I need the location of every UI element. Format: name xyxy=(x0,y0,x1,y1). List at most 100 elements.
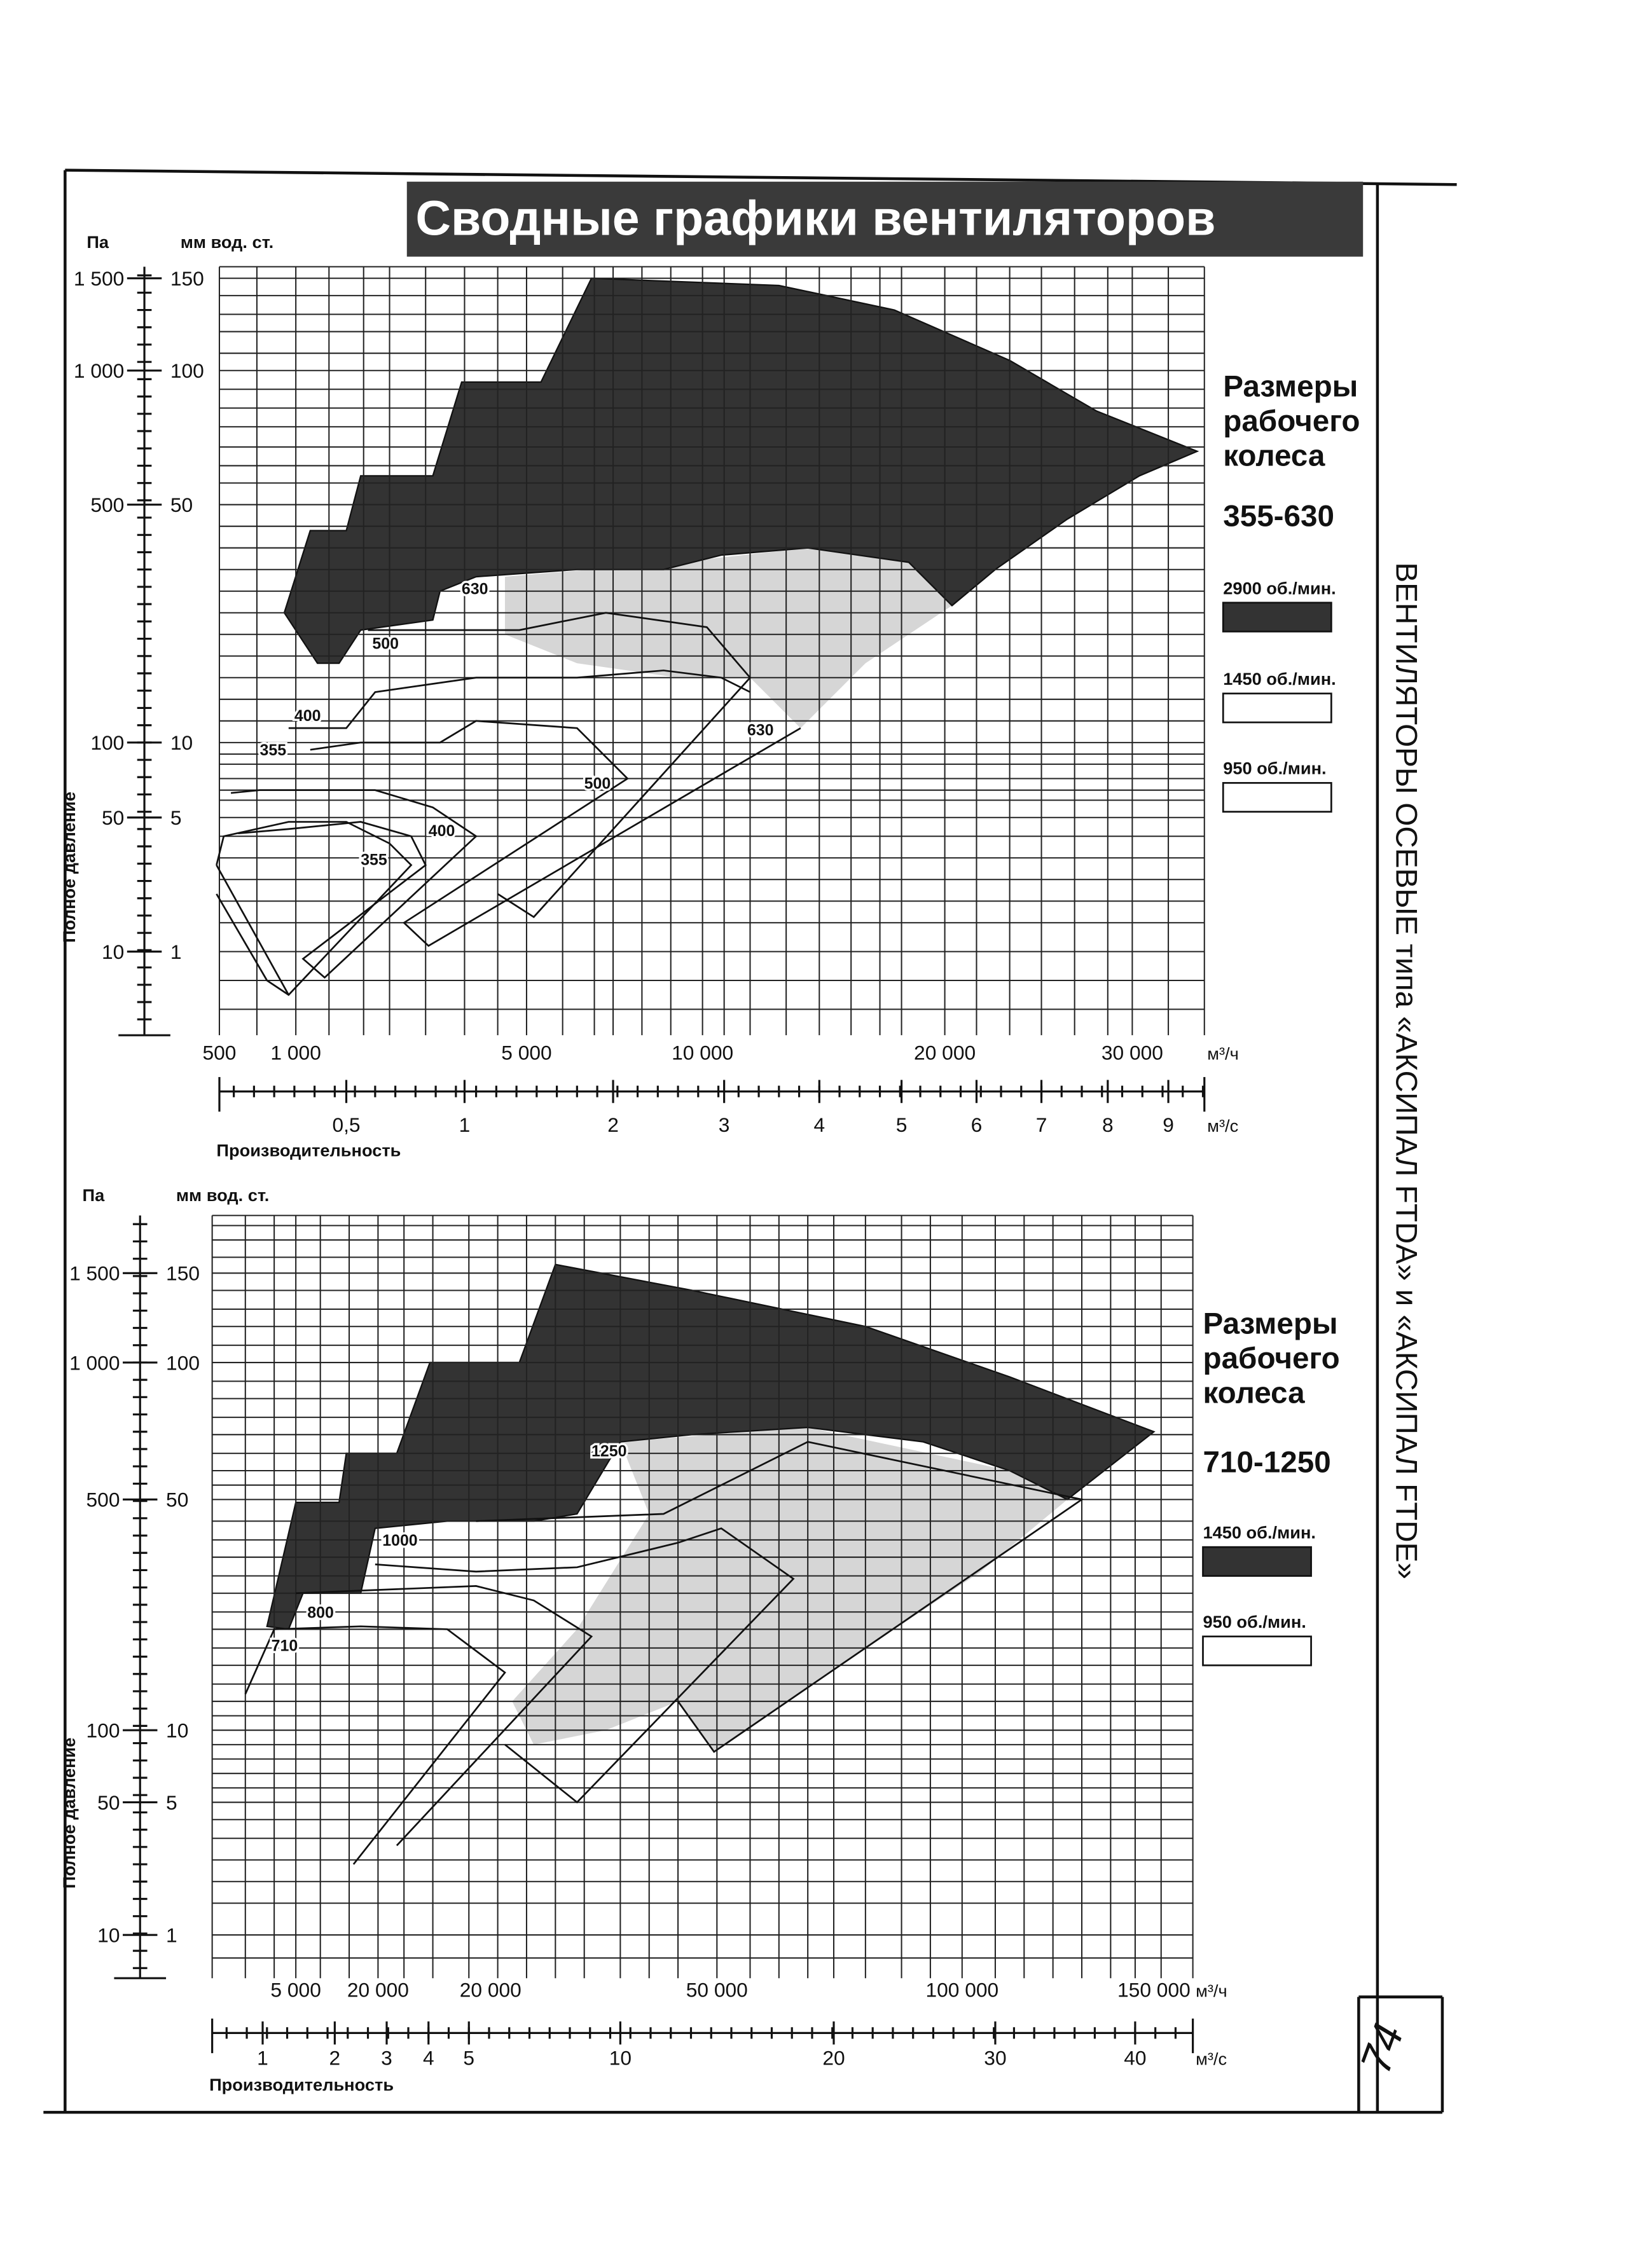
x-tick-label-m3s: 4 xyxy=(423,2046,434,2069)
region-label: 355 xyxy=(361,851,387,869)
x-tick-label-m3s: 9 xyxy=(1163,1113,1174,1136)
region-label: 630 xyxy=(747,721,774,739)
x-unit-m3h: м³/ч xyxy=(1196,1981,1227,2001)
region-label: 800 xyxy=(307,1604,334,1621)
x-unit-m3s: м³/с xyxy=(1207,1116,1238,1136)
size-range: 710-1250 xyxy=(1203,1445,1330,1479)
title-banner xyxy=(406,181,1364,257)
y-unit-pa: Па xyxy=(86,232,109,252)
y-tick-label-mm: 1 xyxy=(170,940,182,963)
y-tick-label-mm: 150 xyxy=(170,267,204,290)
x-tick-label-m3s: 3 xyxy=(719,1113,730,1136)
region-outline xyxy=(244,1625,506,1865)
legend-swatch xyxy=(1202,1635,1312,1667)
x-tick-label-m3h: 5 000 xyxy=(270,1979,321,2002)
x-tick-label-m3s: 0,5 xyxy=(332,1113,360,1136)
y-tick-label-pa: 100 xyxy=(90,731,124,754)
region-dark xyxy=(283,277,1199,664)
x-tick-label-m3s: 10 xyxy=(609,2046,632,2069)
legend-swatch xyxy=(1222,601,1332,633)
side-text: ВЕНТИЛЯТОРЫ ОСЕВЫЕ типа «АКСИПАЛ FTDA» и… xyxy=(1389,562,1423,1579)
legend-swatch xyxy=(1222,692,1332,724)
x-tick-label-m3h: 20 000 xyxy=(914,1041,976,1064)
y-tick-label-mm: 50 xyxy=(166,1488,188,1511)
x-tick-label-m3s: 8 xyxy=(1102,1113,1114,1136)
x-unit-m3s: м³/с xyxy=(1196,2049,1227,2068)
region-label: 500 xyxy=(372,635,399,652)
y-unit-mm: мм вод. ст. xyxy=(176,1185,269,1205)
legend-label: 1450 об./мин. xyxy=(1203,1523,1315,1543)
region-light xyxy=(504,547,952,729)
x-tick-label-m3s: 1 xyxy=(257,2046,268,2069)
x-tick-label-m3h: 500 xyxy=(202,1041,236,1064)
x-tick-label-m3h: 150 000 xyxy=(1117,1979,1191,2002)
region-label: 400 xyxy=(294,707,321,725)
x-tick-label-m3s: 40 xyxy=(1124,2046,1146,2069)
y-tick-label-mm: 10 xyxy=(166,1719,188,1742)
region-outline xyxy=(230,789,478,979)
x-tick-label-m3s: 20 xyxy=(822,2046,845,2069)
legend-title: колеса xyxy=(1203,1376,1305,1410)
y-tick-label-pa: 500 xyxy=(86,1488,120,1511)
legend-label: 2900 об./мин. xyxy=(1223,578,1336,598)
y-tick-label-pa: 1 000 xyxy=(74,359,124,382)
region-label: 630 xyxy=(462,580,488,598)
x-tick-label-m3h: 20 000 xyxy=(347,1979,409,2002)
region-outline xyxy=(375,1527,795,1804)
y-tick-label-pa: 1 500 xyxy=(69,1262,120,1285)
x-tick-label-m3s: 3 xyxy=(381,2046,392,2069)
x-title: Производительность xyxy=(209,2075,394,2094)
x-tick-label-m3s: 2 xyxy=(607,1113,619,1136)
page-title: Сводные графики вентиляторов xyxy=(415,191,1215,246)
x-tick-label-m3s: 5 xyxy=(896,1113,908,1136)
x-tick-label-m3s: 6 xyxy=(971,1113,983,1136)
legend-label: 950 об./мин. xyxy=(1203,1612,1306,1632)
legend-title: колеса xyxy=(1223,439,1325,472)
legend-label: 1450 об./мин. xyxy=(1223,669,1336,689)
x-tick-label-m3s: 7 xyxy=(1036,1113,1047,1136)
x-tick-label-m3h: 20 000 xyxy=(460,1979,521,2002)
x-tick-label-m3h: 5 000 xyxy=(501,1041,551,1064)
legend-title: Размеры xyxy=(1203,1307,1337,1341)
x-unit-m3h: м³/ч xyxy=(1207,1044,1239,1064)
y-tick-label-mm: 100 xyxy=(170,359,204,382)
x-tick-label-m3s: 30 xyxy=(984,2046,1006,2069)
region-outline xyxy=(216,864,290,996)
region-label: 1250 xyxy=(591,1442,626,1460)
x-tick-label-m3h: 30 000 xyxy=(1102,1041,1163,1064)
region-label: 355 xyxy=(259,741,286,759)
y-tick-label-mm: 1 xyxy=(166,1924,177,1947)
x-tick-label-m3s: 2 xyxy=(329,2046,341,2069)
x-tick-label-m3s: 4 xyxy=(813,1113,825,1136)
y-tick-label-pa: 50 xyxy=(97,1791,120,1814)
x-tick-label-m3s: 1 xyxy=(459,1113,471,1136)
region-outline xyxy=(288,670,751,729)
y-tick-label-pa: 1 500 xyxy=(74,267,124,290)
x-tick-label-m3h: 10 000 xyxy=(672,1041,733,1064)
size-range: 355-630 xyxy=(1223,500,1334,533)
y-tick-label-mm: 10 xyxy=(170,731,193,754)
y-unit-mm: мм вод. ст. xyxy=(181,232,273,252)
page-number: 74 xyxy=(1351,2017,1412,2079)
region-outline xyxy=(296,1585,593,1846)
y-tick-label-mm: 50 xyxy=(170,493,193,516)
region-outline xyxy=(476,1441,1084,1754)
region-outline xyxy=(368,612,752,918)
y-tick-label-pa: 500 xyxy=(90,493,124,516)
region-label: 710 xyxy=(272,1637,298,1654)
y-unit-pa: Па xyxy=(83,1185,106,1205)
x-tick-label-m3h: 50 000 xyxy=(686,1979,748,2002)
region-label: 1000 xyxy=(382,1532,417,1550)
region-label: 400 xyxy=(429,822,455,840)
x-tick-label-m3h: 100 000 xyxy=(925,1979,998,2002)
legend-title: рабочего xyxy=(1203,1342,1339,1375)
legend-swatch xyxy=(1202,1546,1312,1577)
x-title: Производительность xyxy=(216,1141,401,1160)
y-tick-label-mm: 5 xyxy=(170,806,182,829)
x-tick-label-m3s: 5 xyxy=(463,2046,474,2069)
legend-title: рабочего xyxy=(1223,404,1360,438)
x-tick-label-m3h: 1 000 xyxy=(270,1041,321,1064)
region-label: 500 xyxy=(584,774,611,792)
legend-title: Размеры xyxy=(1223,370,1358,404)
